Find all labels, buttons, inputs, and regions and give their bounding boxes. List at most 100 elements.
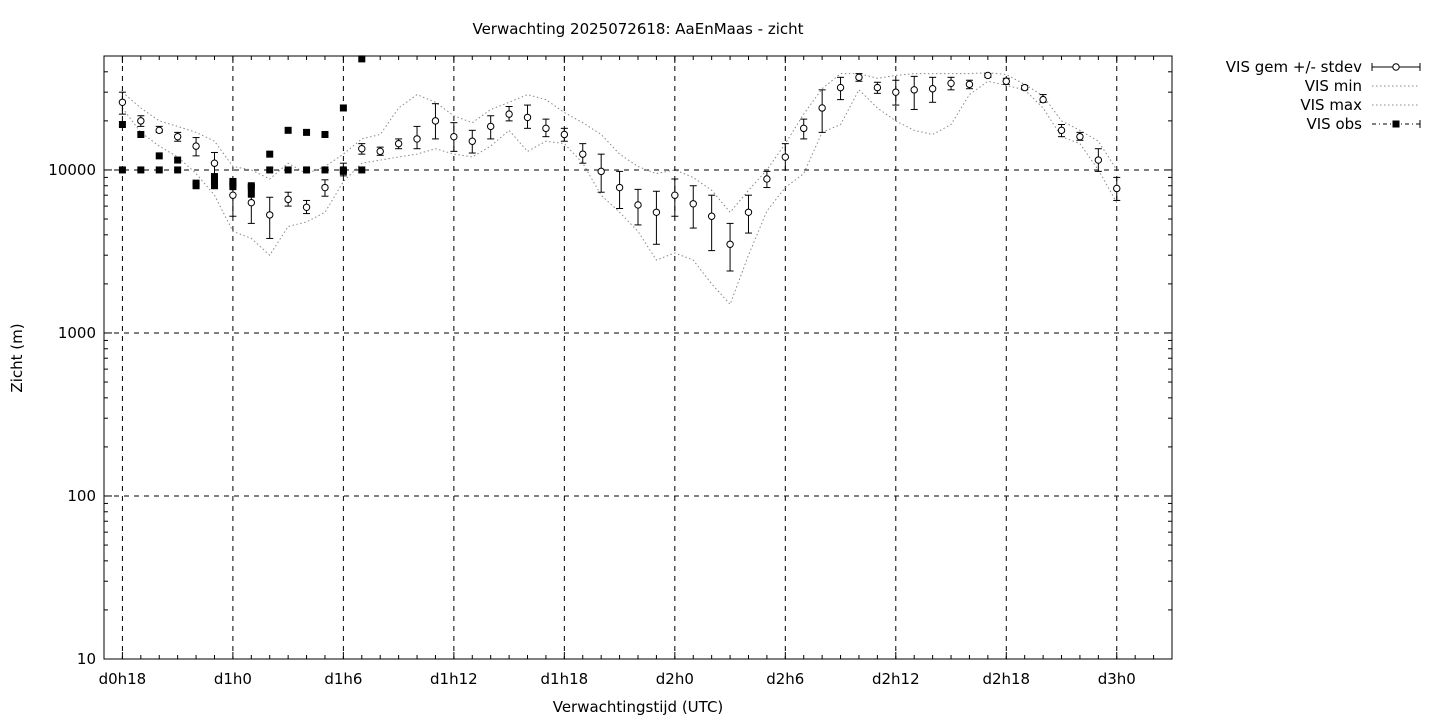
vis-mean-point xyxy=(1039,94,1047,104)
legend-label: VIS gem +/- stdev xyxy=(1226,58,1362,76)
vis-mean-point xyxy=(707,194,716,252)
x-tick-label: d2h18 xyxy=(982,670,1030,688)
mean-marker xyxy=(947,79,955,88)
vis-mean-point xyxy=(542,118,550,138)
legend-label: VIS obs xyxy=(1307,115,1363,133)
vis-mean-point xyxy=(210,151,219,175)
vis-mean-point xyxy=(505,106,513,122)
vis-mean-point xyxy=(910,75,918,110)
vis-obs-point xyxy=(321,130,329,138)
mean-marker xyxy=(873,83,882,92)
vis-mean-point xyxy=(965,79,974,90)
vis-mean-point xyxy=(523,104,532,129)
vis-mean-point xyxy=(302,199,311,215)
mean-marker xyxy=(358,144,366,153)
axis-ticks: d0h18 d1h0 d1h6 d1h12 d1h18 d2h0 d2h6 d2h12 d2h1… xyxy=(48,55,1173,688)
legend-label: VIS max xyxy=(1300,96,1362,114)
mean-marker xyxy=(1039,95,1047,104)
vis-mean-point xyxy=(781,143,790,171)
x-tick-label: d1h12 xyxy=(430,670,478,688)
vis-mean-point xyxy=(413,125,421,150)
mean-marker xyxy=(210,159,219,167)
mean-marker xyxy=(560,130,569,139)
mean-marker xyxy=(1002,77,1010,85)
vis-mean-point xyxy=(855,73,863,82)
vis-obs-point xyxy=(266,166,274,174)
vis-obs-point xyxy=(339,167,347,175)
vis-mean-point xyxy=(284,191,292,207)
vis-obs-point xyxy=(137,166,145,174)
mean-marker xyxy=(634,201,642,209)
mean-marker xyxy=(928,85,937,93)
legend-label: VIS min xyxy=(1305,77,1362,95)
mean-marker xyxy=(910,86,918,94)
vis-mean-point xyxy=(671,178,679,217)
y-tick-label: 1000 xyxy=(58,324,96,342)
vis-obs-point xyxy=(284,166,292,174)
y-axis-label: Zicht (m) xyxy=(8,323,26,392)
vis-obs-point xyxy=(137,130,145,138)
vis-mean-point xyxy=(689,185,697,229)
mean-marker xyxy=(523,113,532,122)
vis-mean-point xyxy=(1020,83,1029,92)
x-tick-label: d1h0 xyxy=(214,670,252,688)
legend-marker xyxy=(1392,63,1400,71)
mean-marker xyxy=(229,191,237,199)
vis-obs-point xyxy=(210,173,218,181)
vis-obs-point xyxy=(266,150,274,158)
mean-marker xyxy=(615,183,624,192)
vis-obs-point xyxy=(155,152,163,160)
mean-marker xyxy=(1057,126,1066,135)
vis-mean-point xyxy=(118,91,127,115)
vis-mean-point xyxy=(873,81,882,94)
mean-marker xyxy=(597,167,605,176)
mean-marker xyxy=(542,124,550,133)
mean-marker xyxy=(1113,184,1121,193)
x-axis-label: Verwachtingstijd (UTC) xyxy=(553,698,724,716)
vis-obs-point xyxy=(210,177,218,185)
mean-marker xyxy=(800,124,808,133)
vis-mean-point xyxy=(486,115,495,140)
mean-marker xyxy=(744,208,753,216)
vis-mean-point xyxy=(394,138,403,150)
vis-mean-point xyxy=(818,89,826,133)
vis-obs-point xyxy=(174,166,182,174)
vis-obs-point xyxy=(358,55,366,63)
mean-marker xyxy=(1094,156,1103,164)
mean-marker xyxy=(173,132,182,141)
vis-mean-point xyxy=(1002,77,1010,85)
mean-marker xyxy=(431,117,440,125)
mean-marker xyxy=(892,88,900,96)
mean-marker xyxy=(321,183,329,192)
chart-title: Verwachting 2025072618: AaEnMaas - zicht xyxy=(472,20,803,38)
vis-mean-point xyxy=(431,103,440,140)
mean-marker xyxy=(707,212,716,220)
mean-marker xyxy=(781,153,790,161)
vis-mean-point xyxy=(321,179,329,197)
vis-mean-point xyxy=(800,118,808,140)
vis-mean-point xyxy=(634,188,642,226)
vis-mean-point xyxy=(376,146,384,156)
vis-obs-point xyxy=(284,126,292,134)
vis-mean-point xyxy=(947,76,955,91)
mean-marker xyxy=(763,175,771,183)
vis-mean-point xyxy=(744,194,753,234)
vis-obs-point xyxy=(118,166,126,174)
plot-frame xyxy=(103,55,1173,660)
mean-marker xyxy=(394,139,403,148)
vis-obs-point xyxy=(210,182,218,190)
vis-mean-point xyxy=(1094,148,1103,172)
mean-marker xyxy=(266,211,274,219)
x-tick-label: d1h18 xyxy=(541,670,589,688)
mean-marker xyxy=(376,147,384,156)
vis-mean-point xyxy=(137,115,145,127)
legend-marker xyxy=(1392,120,1400,128)
y-tick-label: 10000 xyxy=(48,161,96,179)
mean-marker xyxy=(855,73,863,82)
mean-marker xyxy=(192,142,200,150)
vis-mean-point xyxy=(892,79,900,106)
vis-mean-point xyxy=(358,143,366,155)
mean-marker xyxy=(1020,83,1029,92)
vis-mean-point xyxy=(450,122,458,152)
mean-marker xyxy=(155,126,163,135)
